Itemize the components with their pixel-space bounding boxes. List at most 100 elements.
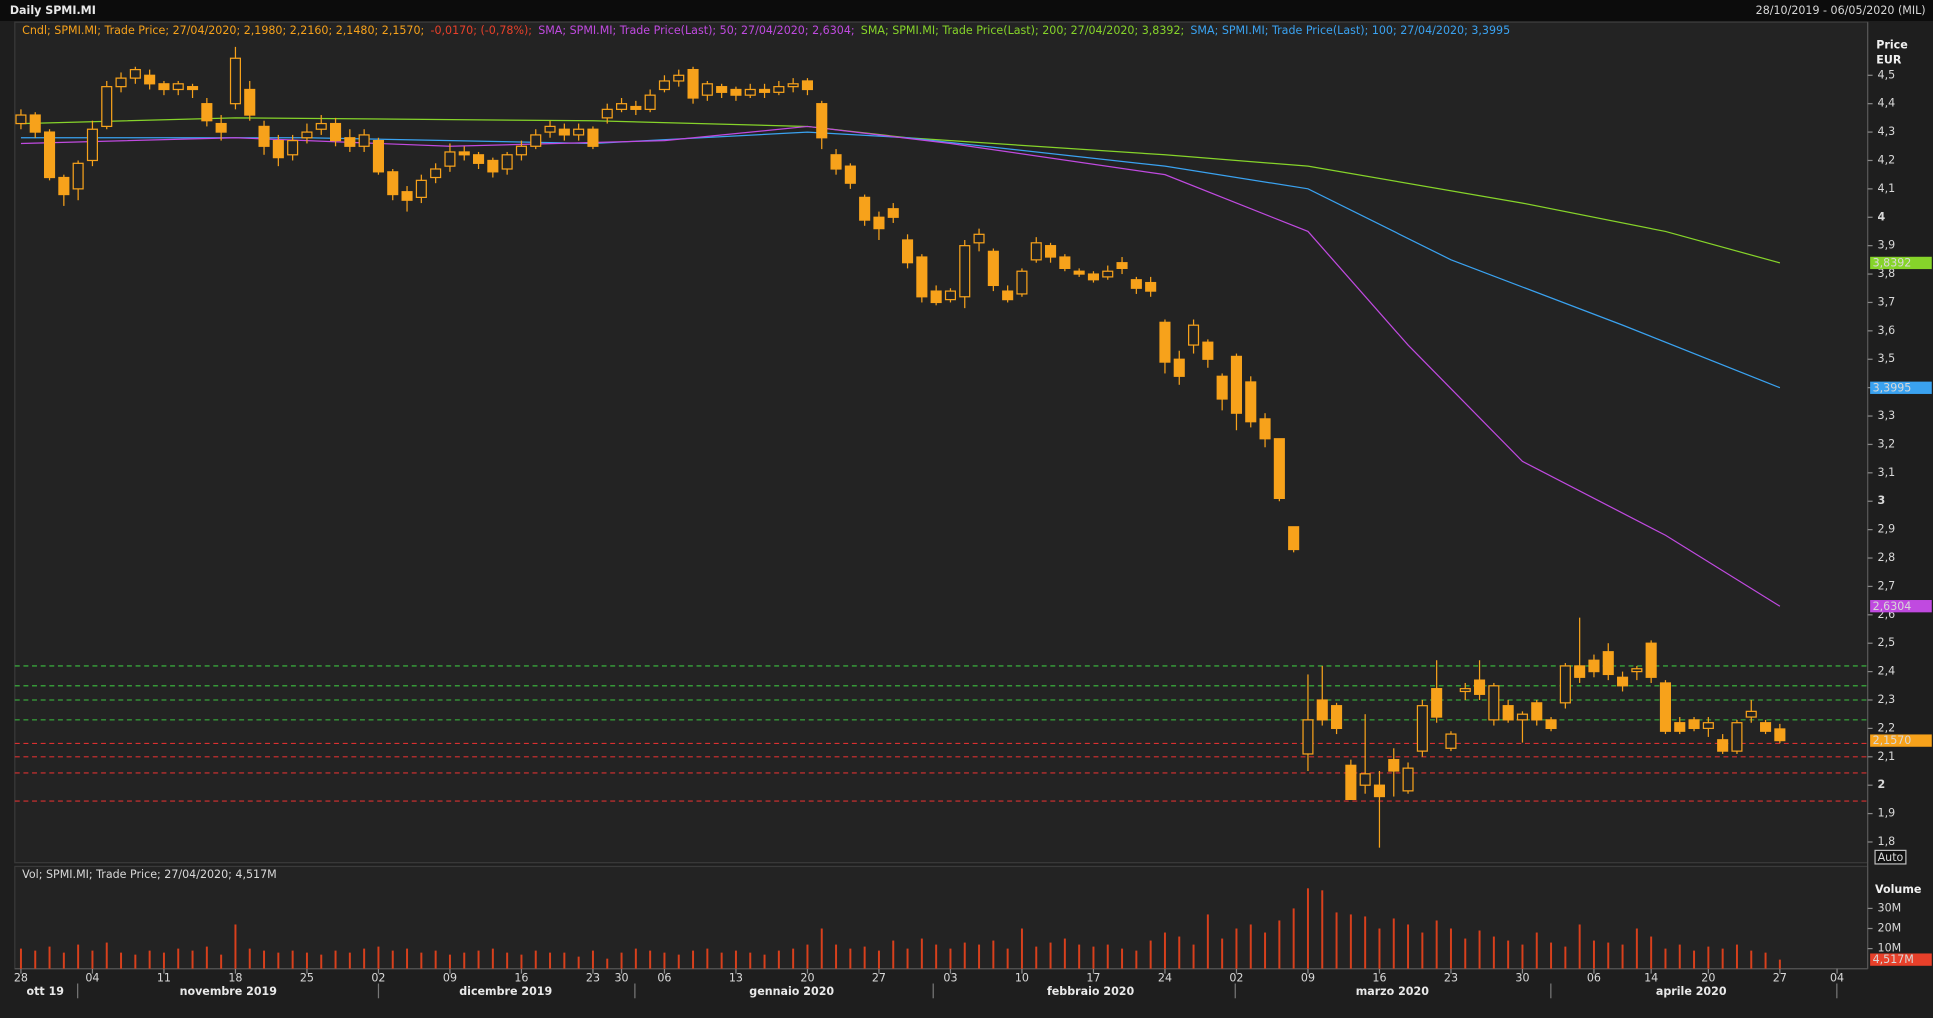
volume-bar [1592, 940, 1595, 969]
candle-body [1545, 719, 1557, 730]
scale-button[interactable] [1874, 849, 1907, 865]
candle-body [673, 74, 685, 82]
volume-bar [1607, 942, 1610, 969]
candle-body [916, 256, 928, 298]
x-tick-label: 03 [943, 972, 957, 985]
volume-bar [1621, 944, 1624, 969]
candle-body [58, 176, 70, 196]
volume-bar [448, 954, 451, 969]
candle-body [1145, 281, 1157, 292]
volume-bar [577, 956, 580, 969]
candle-body [1574, 665, 1586, 678]
volume-bar [1492, 936, 1495, 969]
window-title: Daily SPMI.MI [10, 4, 96, 17]
candle-body [930, 290, 942, 304]
candle-body [573, 128, 585, 136]
volume-bar [777, 950, 780, 969]
y-tick-label: 3 [1878, 494, 1886, 507]
volume-bar [1249, 924, 1252, 969]
candle-body [415, 179, 427, 199]
candle-body [544, 125, 556, 133]
volume-bar [1078, 944, 1081, 969]
y-tick-label: 3,7 [1878, 295, 1896, 308]
volume-bar [1764, 952, 1767, 969]
x-tick-label: 25 [300, 972, 314, 985]
candle-body [1717, 739, 1729, 752]
volume-bar [406, 948, 409, 969]
x-tick-label: 09 [443, 972, 457, 985]
volume-bar [1264, 932, 1267, 969]
month-label: aprile 2020 [1656, 985, 1727, 998]
x-tick-label: 16 [1372, 972, 1386, 985]
candle-body [801, 80, 813, 91]
y-tick-label: 2,8 [1878, 551, 1896, 564]
candle-body [1474, 679, 1486, 695]
volume-bar [1564, 946, 1567, 969]
candle-body [1230, 355, 1243, 414]
volume-bar [692, 950, 695, 969]
volume-bar [248, 948, 251, 969]
candle-body [873, 216, 885, 230]
volume-bar [34, 950, 37, 969]
y-tick-label: 4,3 [1878, 125, 1896, 138]
volume-bar [334, 950, 337, 969]
volume-bar [1063, 938, 1066, 969]
price-tag-label: 4,517M [1873, 953, 1914, 966]
volume-bar [1650, 936, 1653, 969]
x-tick-label: 24 [1158, 972, 1172, 985]
volume-bar [1192, 944, 1195, 969]
month-label: gennaio 2020 [749, 985, 834, 998]
candle-body [201, 103, 213, 122]
volume-bar [1407, 924, 1410, 969]
volume-bar [191, 950, 194, 969]
volume-bar [892, 940, 895, 969]
volume-bar [906, 948, 909, 969]
volume-bar [806, 944, 809, 969]
price-tag-label: 2,6304 [1873, 600, 1912, 613]
price-tag [1870, 381, 1932, 394]
candle-body [1016, 270, 1028, 295]
scale-button-label[interactable]: Auto [1878, 851, 1904, 864]
candle-body [186, 86, 199, 91]
month-label: novembre 2019 [180, 985, 277, 998]
candle-body [1273, 438, 1285, 500]
volume-bar [1149, 940, 1152, 969]
candle-body [1659, 682, 1672, 732]
volume-bar [220, 954, 223, 969]
volume-bar [1206, 914, 1209, 969]
volume-bar [749, 952, 752, 969]
candle-body [272, 139, 284, 159]
volume-bar [1178, 936, 1181, 969]
candle-body [1702, 722, 1714, 730]
y-tick-label: 4,2 [1878, 153, 1896, 166]
volume-tick-label: 10M [1878, 942, 1902, 955]
y-tick-label: 4 [1878, 210, 1886, 223]
volume-bar [792, 948, 795, 969]
y-tick-label: 3,8 [1878, 267, 1896, 280]
candle-body [587, 128, 599, 147]
candle-body [1388, 759, 1400, 772]
candle-body [1116, 262, 1128, 269]
candle-body [372, 139, 384, 173]
candle-body [816, 103, 828, 139]
volume-bar [1135, 950, 1138, 969]
candle-body [1030, 242, 1042, 261]
x-tick-label: 14 [1644, 972, 1658, 985]
x-tick-label: 06 [657, 972, 671, 985]
candle-body [730, 88, 742, 96]
volume-bar [134, 954, 137, 969]
y-tick-label: 3,3 [1878, 409, 1896, 422]
volume-bar [320, 954, 323, 969]
candle-body [1774, 728, 1786, 742]
volume-bar [992, 940, 995, 969]
price-tag [1870, 600, 1932, 613]
volume-bar [1421, 932, 1424, 969]
volume-bar [1664, 948, 1667, 969]
candle-body [444, 151, 456, 167]
candle-body [115, 77, 127, 88]
legend-entry: -0,0170; (-0,78%); [430, 24, 532, 37]
candle-body [72, 162, 84, 190]
y-tick-label: 1,8 [1878, 835, 1896, 848]
y-tick-label: 4,5 [1878, 68, 1896, 81]
